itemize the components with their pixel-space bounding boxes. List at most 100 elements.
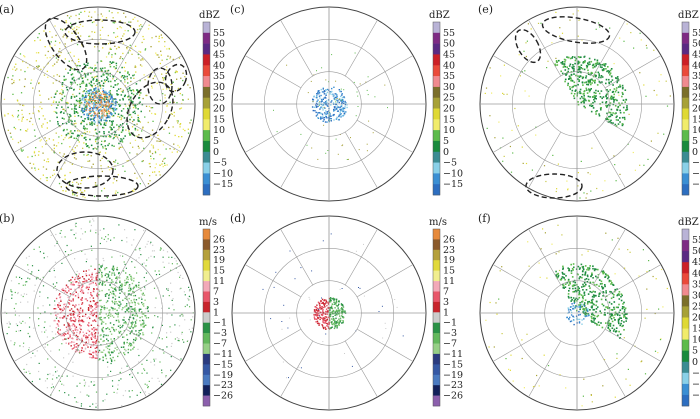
radar-echo [567,82,569,85]
radar-echo [86,145,88,148]
radar-echo [53,173,56,175]
radar-echo [109,93,112,95]
radar-echo [96,293,98,296]
radar-echo [47,62,49,64]
radar-echo [135,312,137,315]
radar-echo [132,318,135,320]
radar-echo [329,119,331,121]
radar-echo [123,319,125,321]
radar-echo [131,376,133,378]
colorbar-swatch [682,162,689,174]
radar-echo [96,106,99,109]
radar-echo [86,102,88,104]
radar-echo [88,325,90,327]
radar-echo [618,291,621,293]
radar-echo [62,315,65,317]
radar-echo [338,321,340,323]
radar-echo [323,91,325,93]
radar-echo [99,29,102,31]
radar-echo [104,267,106,270]
radar-echo [484,92,486,94]
radar-echo [608,82,611,85]
radar-echo [121,283,123,285]
radar-echo [73,150,75,153]
radar-echo [90,265,92,267]
azimuth-line [13,119,71,153]
radar-echo [68,280,70,282]
radar-echo [36,350,38,352]
radar-echo [619,121,621,123]
radar-echo [579,90,581,93]
radar-echo [334,303,336,305]
colorbar-swatch [682,54,689,66]
radar-echo [23,368,25,370]
radar-echo [80,328,82,331]
radar-echo [95,102,97,104]
radar-echo [559,27,561,29]
radar-echo [5,299,7,301]
radar-echo [132,146,134,148]
radar-echo [564,61,566,63]
radar-echo [164,41,166,43]
radar-echo [121,405,123,407]
radar-echo [577,83,579,86]
colorbar-tick-label: 7 [443,287,449,298]
radar-echo [623,116,626,119]
radar-echo [115,159,117,161]
radar-echo [317,317,320,319]
colorbar-swatch [433,108,440,120]
radar-echo [78,285,81,287]
radar-echo [111,107,113,110]
radar-echo [572,64,574,66]
radar-echo [588,267,591,270]
radar-echo [325,152,327,154]
radar-echo [75,346,78,348]
radar-echo [182,79,184,82]
radar-echo [102,321,105,323]
radar-echo [19,103,21,106]
radar-echo [89,123,91,126]
radar-echo [111,96,113,98]
radar-echo [119,57,121,60]
radar-echo [87,346,89,348]
radar-echo [134,339,137,342]
radar-echo [131,282,134,285]
radar-echo [150,158,152,160]
radar-echo [595,268,597,271]
colorbar-tick-label: −26 [213,391,233,402]
radar-echo [166,251,169,253]
radar-echo [342,107,344,109]
radar-echo [137,145,139,147]
radar-echo [315,115,318,117]
radar-echo [569,88,571,90]
radar-echo [122,123,124,125]
radar-echo [53,269,55,272]
radar-echo [131,323,133,325]
radar-echo [82,132,84,134]
radar-echo [355,250,357,252]
radar-echo [130,278,132,280]
radar-echo [86,64,89,66]
radar-echo [106,111,108,114]
radar-echo [90,155,92,157]
radar-echo [102,145,104,148]
radar-echo [83,154,85,156]
radar-echo [88,278,90,280]
radar-echo [81,311,84,313]
radar-echo [313,309,316,311]
radar-echo [342,102,345,104]
radar-echo [96,288,98,290]
radar-echo [139,391,142,394]
radar-echo [61,117,64,119]
radar-echo [83,350,85,353]
radar-echo [81,134,83,137]
radar-echo [615,119,618,121]
radar-echo [96,329,98,331]
radar-echo [12,93,14,95]
radar-echo [138,118,140,120]
radar-echo [55,233,57,236]
azimuth-line [280,19,314,77]
radar-echo [35,147,37,149]
radar-echo [609,111,612,114]
radar-echo [73,234,75,236]
